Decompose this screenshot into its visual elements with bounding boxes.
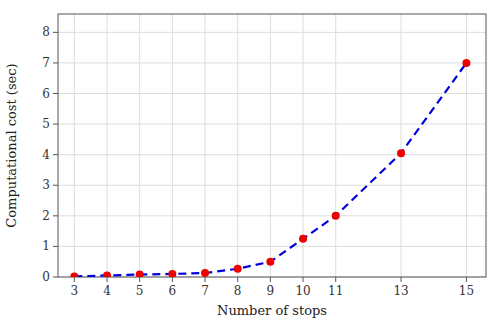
y-axis-label: Computational cost (sec)	[4, 63, 19, 227]
point	[332, 212, 340, 220]
x-tick-label: 6	[169, 284, 177, 298]
x-grid-line	[74, 14, 75, 277]
x-tick	[107, 277, 108, 282]
y-tick	[53, 215, 58, 216]
point	[462, 59, 470, 67]
y-tick	[53, 277, 58, 278]
y-tick	[53, 93, 58, 94]
x-tick-label: 11	[328, 284, 343, 298]
point	[136, 271, 144, 277]
x-tick-label: 13	[393, 284, 408, 298]
y-tick-label: 4	[42, 148, 50, 162]
x-axis-label: Number of stops	[217, 303, 327, 318]
point	[397, 149, 405, 157]
x-grid-line	[237, 14, 238, 277]
x-grid-line	[107, 14, 108, 277]
y-tick-label: 5	[42, 117, 50, 131]
x-tick	[205, 277, 206, 282]
x-grid-line	[401, 14, 402, 277]
y-tick	[53, 124, 58, 125]
x-tick	[401, 277, 402, 282]
x-grid-line	[139, 14, 140, 277]
y-tick-label: 2	[42, 209, 50, 223]
y-tick-label: 1	[42, 239, 50, 253]
y-tick-label: 8	[42, 25, 50, 39]
x-tick-label: 5	[136, 284, 144, 298]
x-tick-label: 3	[71, 284, 79, 298]
y-grid-line	[58, 62, 486, 63]
x-tick-label: 9	[267, 284, 275, 298]
x-tick	[172, 277, 173, 282]
y-tick	[53, 62, 58, 63]
x-tick	[237, 277, 238, 282]
x-tick-label: 7	[201, 284, 209, 298]
plot-area	[70, 59, 470, 277]
y-tick	[53, 185, 58, 186]
x-tick-label: 15	[459, 284, 474, 298]
grid	[58, 14, 486, 277]
x-grid-line	[335, 14, 336, 277]
y-tick-label: 3	[42, 178, 50, 192]
y-tick-label: 7	[42, 56, 50, 70]
x-tick-label: 4	[103, 284, 111, 298]
x-grid-line	[270, 14, 271, 277]
y-grid-line	[58, 32, 486, 33]
x-grid-line	[466, 14, 467, 277]
plot-frame	[58, 14, 486, 277]
point	[266, 258, 274, 266]
axes: 3 4 5 6 7 8 9 10 11 13 15 0 1 2 3 4 5 6 7 8	[42, 14, 486, 298]
x-tick	[303, 277, 304, 282]
y-grid-line	[58, 154, 486, 155]
point	[234, 265, 242, 273]
x-grid-line	[172, 14, 173, 277]
y-tick-label: 6	[42, 87, 50, 101]
x-tick	[466, 277, 467, 282]
x-tick	[139, 277, 140, 282]
y-grid-line	[58, 185, 486, 186]
point	[201, 269, 209, 277]
x-tick	[270, 277, 271, 282]
y-tick	[53, 32, 58, 33]
chart: 3 4 5 6 7 8 9 10 11 13 15 0 1 2 3 4 5 6 7 8 Number of stops C…	[0, 0, 500, 325]
y-grid-line	[58, 215, 486, 216]
point	[299, 235, 307, 243]
point	[103, 271, 111, 277]
y-tick-label: 0	[42, 270, 50, 284]
x-tick	[74, 277, 75, 282]
y-grid-line	[58, 246, 486, 247]
point	[70, 272, 78, 277]
x-grid-line	[205, 14, 206, 277]
x-tick-label: 10	[295, 284, 310, 298]
y-tick	[53, 246, 58, 247]
y-tick	[53, 154, 58, 155]
point	[168, 270, 176, 277]
x-tick-label: 8	[234, 284, 242, 298]
x-tick	[335, 277, 336, 282]
series-line	[74, 63, 466, 276]
y-grid-line	[58, 93, 486, 94]
